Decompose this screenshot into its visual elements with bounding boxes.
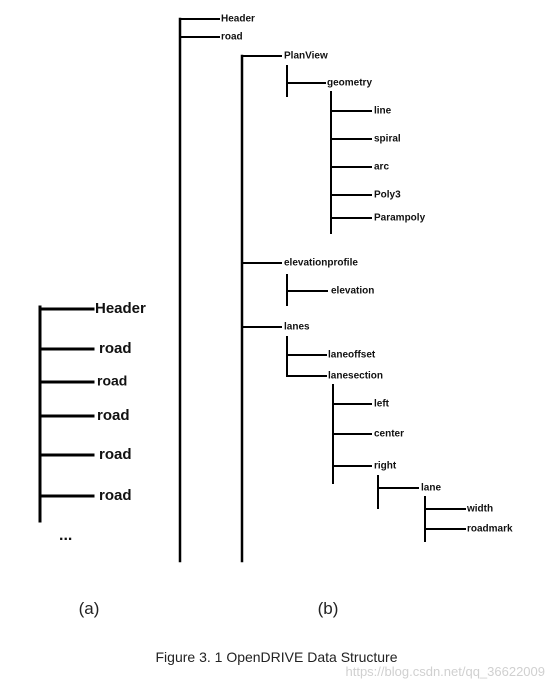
panel-label-b: (b) xyxy=(317,599,339,618)
diagram-a-ellipsis: ... xyxy=(59,527,72,544)
diagram-b: Header road PlanView elevationprofile lanes g… xyxy=(178,14,513,563)
diagram-b-node-lanesection: lanesection xyxy=(328,371,383,382)
diagram-a: Header road road road road road... xyxy=(38,300,146,544)
diagram-a-node-road: road xyxy=(97,373,127,389)
diagram-b-node-lanes: lanes xyxy=(284,322,310,333)
diagram-b-node-elevation: elevation xyxy=(331,286,374,297)
diagram-b-node-laneoffset: laneoffset xyxy=(328,350,376,361)
diagram-b-node-header: Header xyxy=(221,14,255,25)
watermark: https://blog.csdn.net/qq_36622009 xyxy=(345,664,546,679)
diagram-b-node-elevationprofile: elevationprofile xyxy=(284,258,358,269)
figure-caption: Figure 3. 1 OpenDRIVE Data Structure xyxy=(155,649,398,665)
diagram-b-node-parampoly: Parampoly xyxy=(374,213,426,224)
diagram-b-node-road: road xyxy=(221,32,243,43)
diagram-a-node-road: road xyxy=(99,487,132,504)
diagram-a-node-road: road xyxy=(99,446,132,463)
diagram-b-node-geometry: geometry xyxy=(327,78,372,89)
diagram-b-node-poly3: Poly3 xyxy=(374,190,401,201)
panel-label-a: (a) xyxy=(78,599,100,618)
diagram-b-node-lane: lane xyxy=(421,483,441,494)
diagram-b-node-center: center xyxy=(374,429,404,440)
diagram-b-node-left: left xyxy=(374,399,390,410)
diagram-a-node-road: road xyxy=(99,340,132,357)
diagram-b-node-right: right xyxy=(374,461,397,472)
diagram-b-node-spiral: spiral xyxy=(374,134,401,145)
diagram-a-node-road: road xyxy=(97,407,130,424)
diagram-b-node-roadmark: roadmark xyxy=(467,524,513,535)
diagram-b-node-width: width xyxy=(466,504,493,515)
diagram-b-node-line: line xyxy=(374,106,392,117)
diagram-b-node-planview: PlanView xyxy=(284,51,328,62)
diagram-a-node-header: Header xyxy=(95,300,146,317)
diagram-b-node-arc: arc xyxy=(374,162,389,173)
